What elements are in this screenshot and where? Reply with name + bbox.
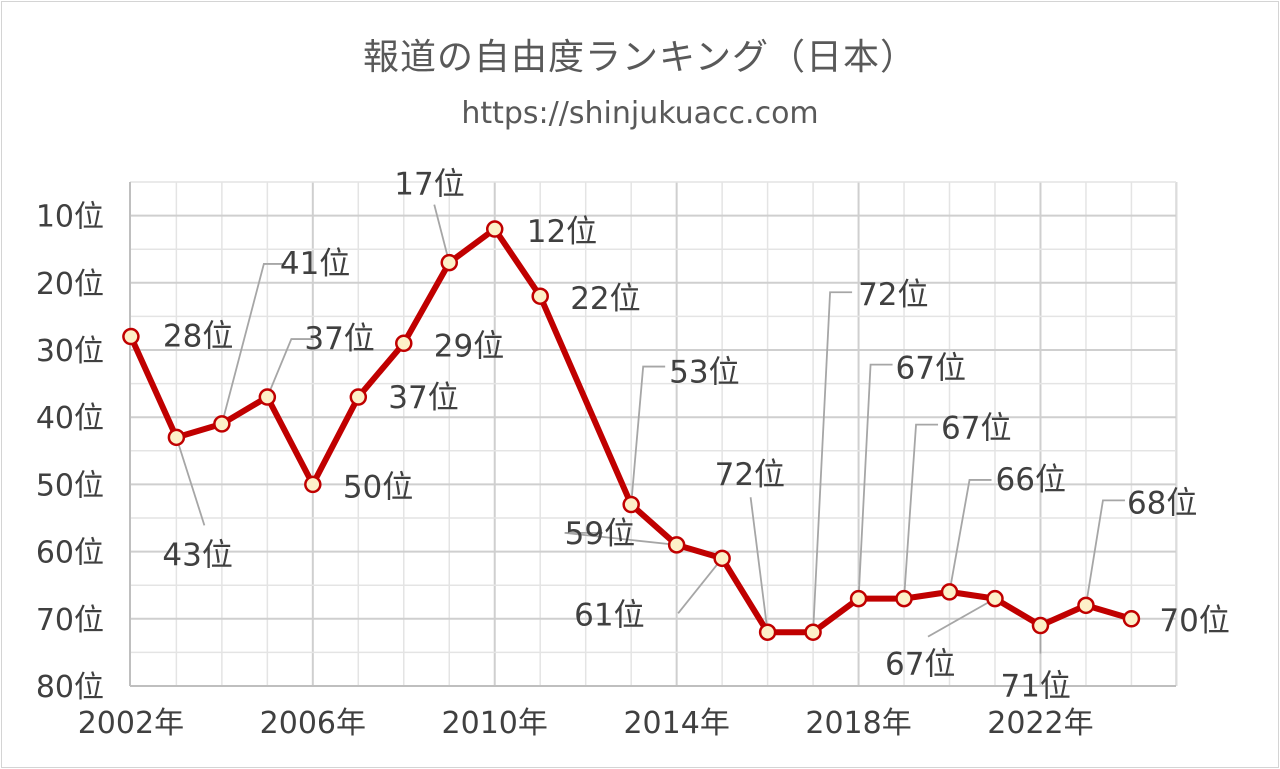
x-tick-label: 2014年 bbox=[623, 706, 729, 741]
gridlines bbox=[129, 181, 1178, 687]
leader-lines bbox=[175, 204, 1125, 654]
y-tick-label: 70位 bbox=[36, 603, 104, 638]
x-tick-label: 2018年 bbox=[805, 706, 911, 741]
leader-line bbox=[903, 423, 939, 599]
data-label: 37位 bbox=[304, 321, 374, 357]
data-point-marker bbox=[395, 334, 413, 353]
data-point-marker bbox=[986, 589, 1004, 608]
leader-line bbox=[630, 365, 666, 505]
x-tick-label: 2022年 bbox=[987, 706, 1093, 741]
leader-line bbox=[266, 338, 314, 398]
data-point-marker bbox=[349, 388, 368, 406]
leader-line bbox=[564, 531, 677, 546]
leader-line bbox=[812, 291, 853, 633]
leader-line bbox=[220, 263, 286, 425]
y-tick-label: 40位 bbox=[36, 401, 104, 436]
data-label: 28位 bbox=[163, 319, 233, 355]
y-tick-label: 30位 bbox=[36, 334, 104, 369]
data-point-marker bbox=[122, 327, 140, 346]
data-label: 66位 bbox=[996, 462, 1066, 498]
data-point-marker bbox=[1031, 616, 1050, 635]
data-point-marker bbox=[804, 623, 822, 641]
data-label: 68位 bbox=[1127, 485, 1197, 521]
data-label: 53位 bbox=[669, 355, 739, 391]
data-point-marker bbox=[485, 220, 504, 238]
leader-line bbox=[1085, 499, 1125, 606]
data-point-marker bbox=[1077, 596, 1095, 615]
data-point-marker bbox=[758, 623, 777, 641]
data-label: 67位 bbox=[941, 411, 1011, 447]
chart-title: 報道の自由度ランキング（日本） bbox=[363, 37, 917, 78]
data-point-marker bbox=[167, 428, 186, 447]
data-label: 67位 bbox=[885, 647, 955, 683]
series-line-group bbox=[127, 226, 1135, 636]
data-point-marker bbox=[622, 495, 640, 514]
data-point-marker bbox=[667, 536, 686, 554]
data-label: 72位 bbox=[715, 457, 785, 493]
data-point-marker bbox=[895, 589, 913, 608]
leader-line bbox=[927, 597, 996, 638]
data-point-marker bbox=[713, 549, 731, 568]
data-label: 22位 bbox=[570, 281, 640, 317]
y-tick-labels: 10位 20位 30位 40位 50位 60位 70位 80位 bbox=[36, 200, 104, 705]
y-tick-label: 10位 bbox=[36, 200, 104, 235]
data-point-marker bbox=[940, 583, 959, 601]
data-label: 43位 bbox=[162, 537, 232, 573]
y-tick-label: 20位 bbox=[36, 267, 104, 302]
data-point-marker bbox=[440, 253, 459, 272]
data-label: 50位 bbox=[343, 469, 413, 505]
data-point-marker bbox=[849, 589, 868, 608]
leader-line bbox=[175, 437, 206, 526]
series-line bbox=[127, 226, 1135, 636]
markers bbox=[122, 220, 1141, 641]
data-label: 29位 bbox=[434, 328, 504, 364]
leader-line bbox=[948, 479, 992, 593]
data-labels: 28位 43位 41位 37位 50位 37位 29位 17位 12位 22位 53位 59位 61位 7… bbox=[162, 167, 1229, 705]
x-tick-label: 2002年 bbox=[78, 706, 184, 741]
x-tick-label: 2006年 bbox=[260, 706, 366, 741]
data-label: 70位 bbox=[1159, 603, 1229, 639]
data-point-marker bbox=[304, 475, 322, 494]
leader-line bbox=[857, 363, 893, 599]
data-label: 67位 bbox=[896, 351, 966, 387]
data-label: 41位 bbox=[280, 246, 350, 282]
leader-line bbox=[749, 497, 769, 633]
data-point-marker bbox=[1122, 610, 1141, 628]
data-label: 72位 bbox=[858, 277, 928, 313]
y-tick-label: 80位 bbox=[36, 670, 104, 705]
data-label: 17位 bbox=[394, 167, 464, 203]
data-label: 71位 bbox=[1000, 669, 1070, 705]
data-point-marker bbox=[258, 388, 277, 406]
chart-subtitle: https://shinjukuacc.com bbox=[461, 96, 819, 131]
data-label: 61位 bbox=[574, 597, 644, 633]
data-label: 12位 bbox=[527, 214, 597, 250]
data-label: 59位 bbox=[565, 516, 635, 552]
leader-line bbox=[677, 557, 723, 614]
data-point-marker bbox=[213, 415, 231, 433]
x-tick-label: 2010年 bbox=[442, 706, 548, 741]
y-tick-label: 60位 bbox=[36, 536, 104, 571]
data-point-marker bbox=[531, 287, 549, 305]
y-tick-label: 50位 bbox=[36, 468, 104, 503]
x-tick-labels: 2002年 2006年 2010年 2014年 2018年 2022年 bbox=[78, 706, 1094, 741]
leader-line bbox=[433, 204, 451, 263]
data-label: 37位 bbox=[388, 380, 458, 416]
